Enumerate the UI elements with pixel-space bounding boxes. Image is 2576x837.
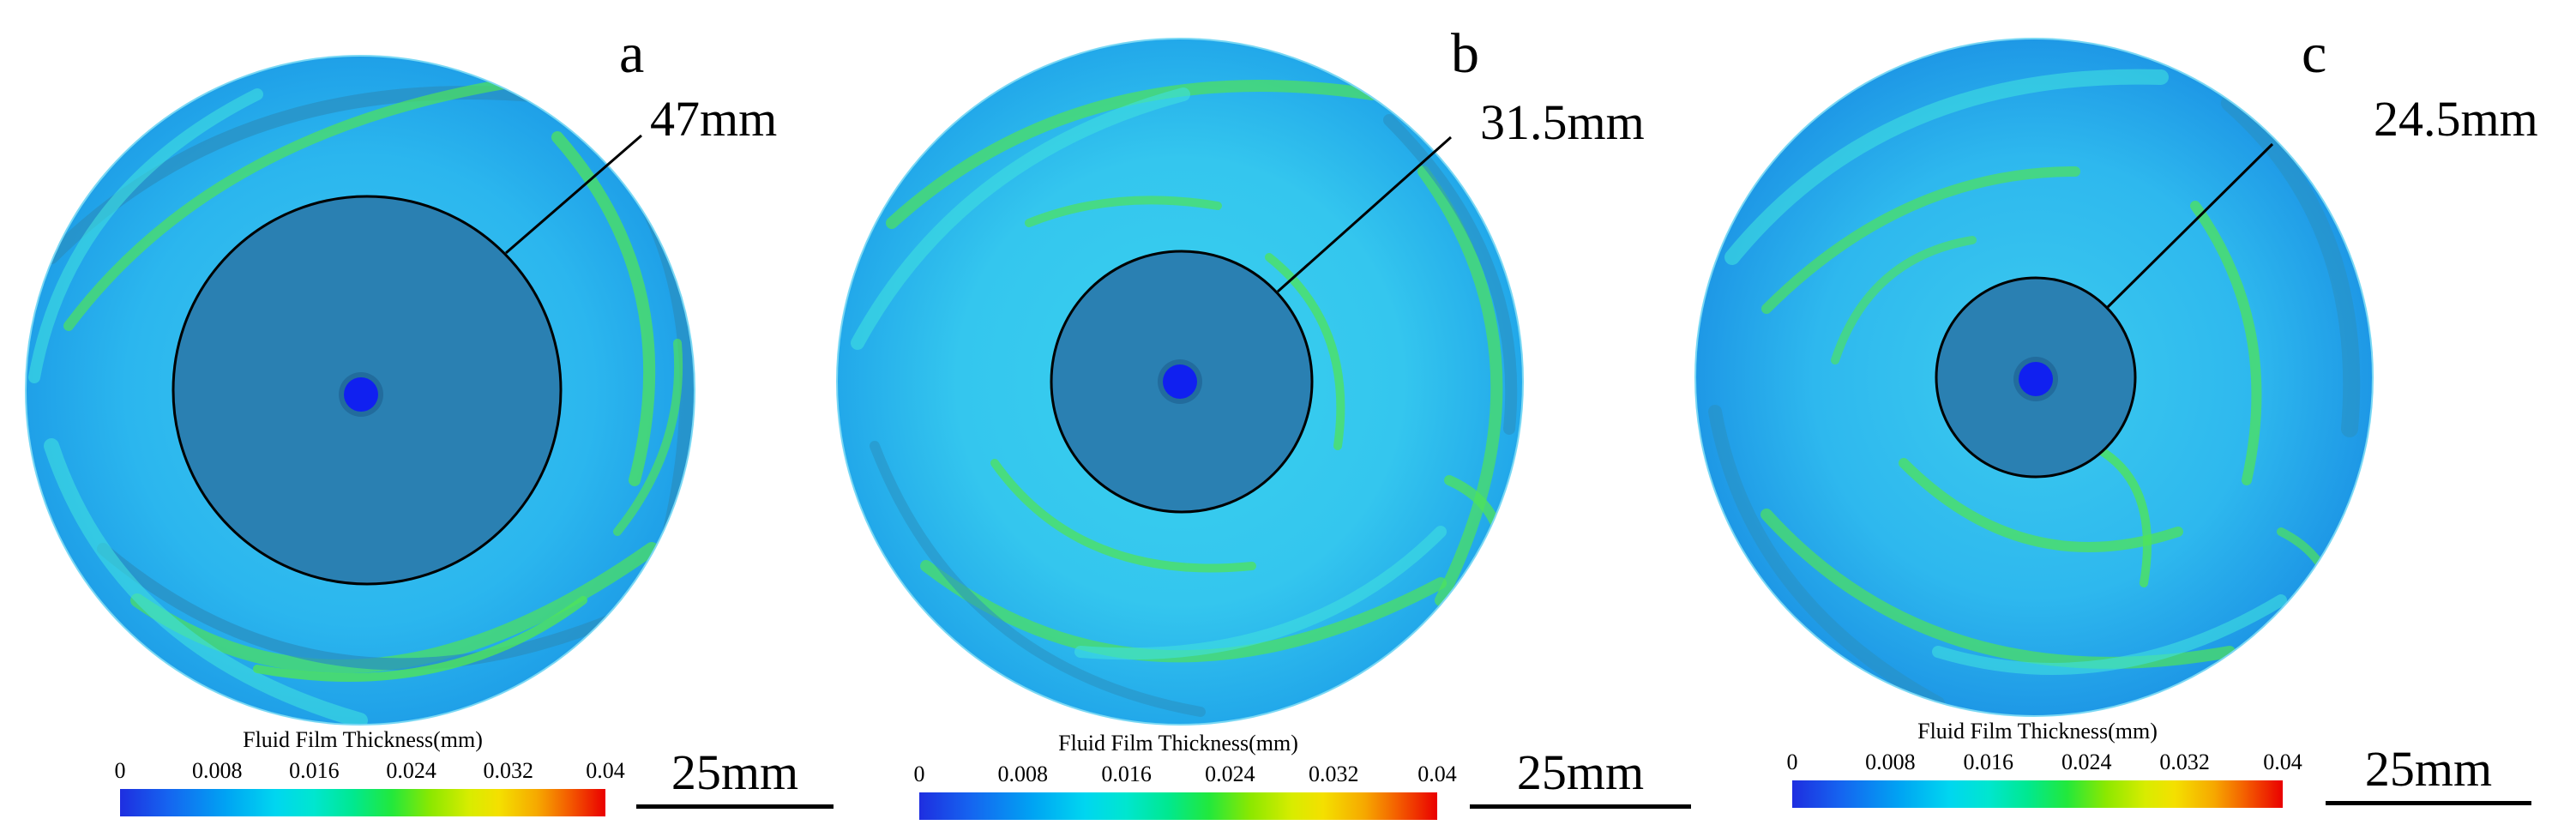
scale-bar: 25mm (636, 748, 834, 816)
scale-bar-label: 25mm (671, 744, 799, 800)
colorbar-tick: 0.016 (1101, 762, 1152, 786)
center-hole (1163, 364, 1197, 399)
scale-bar: 25mm (2326, 744, 2531, 813)
panel-label: c (2302, 22, 2327, 85)
panel-label: b (1451, 22, 1479, 85)
panel-label: a (619, 22, 645, 85)
colorbar-tick: 0.032 (483, 758, 534, 783)
colorbar-title: Fluid Film Thickness(mm) (243, 727, 483, 752)
center-hole (2019, 362, 2053, 396)
colorbar-tick: 0.016 (1963, 750, 2014, 774)
scale-bar-label: 25mm (1516, 744, 1645, 800)
colorbar-title: Fluid Film Thickness(mm) (1917, 719, 2158, 744)
scale-bar-line (2326, 801, 2531, 805)
center-hole (344, 377, 378, 412)
colorbar-tick: 0.04 (2263, 750, 2302, 774)
colorbar-gradient (1792, 780, 2283, 808)
colorbar-tick: 0.04 (1417, 762, 1457, 786)
film-disk-a (25, 55, 695, 726)
scale-bar-line (636, 804, 834, 809)
colorbar-gradient (120, 789, 605, 816)
colorbar-tick: 0 (1786, 750, 1798, 774)
colorbar-tick: 0.032 (2159, 750, 2210, 774)
colorbar-tick: 0.032 (1308, 762, 1359, 786)
colorbar: Fluid Film Thickness(mm) 0 0.008 0.016 0… (1787, 719, 2302, 813)
colorbar-tick: 0.024 (1205, 762, 1255, 786)
film-disk-b (836, 38, 1524, 726)
colorbar: Fluid Film Thickness(mm) 0 0.008 0.016 0… (115, 727, 625, 822)
colorbar-tick: 0.016 (289, 758, 340, 783)
panel-b: b 31.5mm Fluid Film Thickness(mm) 0 0.00… (823, 0, 1691, 837)
scale-bar: 25mm (1470, 748, 1691, 816)
dimension-label: 24.5mm (2374, 91, 2538, 147)
colorbar-tick: 0.024 (386, 758, 436, 783)
colorbar-tick: 0.04 (586, 758, 625, 783)
colorbar-gradient (919, 792, 1437, 820)
colorbar-tick: 0.008 (997, 762, 1049, 786)
dimension-leader-line (2106, 142, 2274, 309)
colorbar-tick: 0.024 (2061, 750, 2112, 774)
dimension-leader-line (505, 134, 642, 255)
colorbar: Fluid Film Thickness(mm) 0 0.008 0.016 0… (914, 731, 1457, 825)
scale-bar-label: 25mm (2364, 741, 2493, 797)
colorbar-tick: 0.008 (1865, 750, 1916, 774)
dimension-label: 47mm (650, 91, 778, 147)
film-disk-c (1694, 38, 2374, 717)
colorbar-title: Fluid Film Thickness(mm) (1058, 731, 1298, 756)
scale-bar-line (1470, 804, 1691, 809)
panel-c: c 24.5mm Fluid Film Thickness(mm) 0 0.00… (1681, 0, 2538, 837)
dimension-label: 31.5mm (1480, 94, 1645, 150)
panel-a: a 47mm Fluid Film Thickness(mm) 0 0.008 … (0, 0, 858, 837)
colorbar-tick: 0.008 (191, 758, 243, 783)
colorbar-tick: 0 (913, 762, 925, 786)
colorbar-tick: 0 (114, 758, 126, 783)
dimension-leader-line (1277, 135, 1452, 293)
